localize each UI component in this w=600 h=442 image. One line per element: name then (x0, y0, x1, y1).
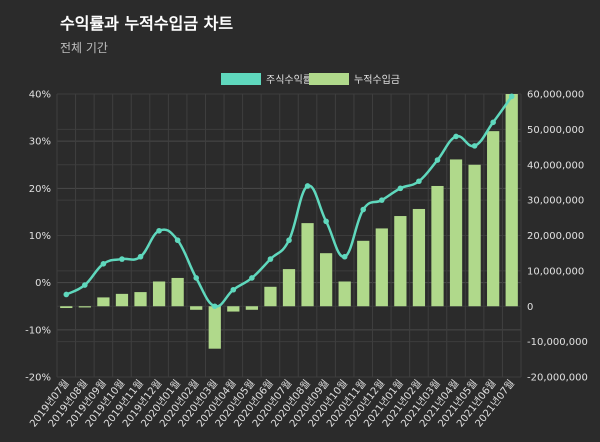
bar (487, 131, 500, 307)
bar (301, 223, 314, 307)
y-tick-right: -20,000,000 (527, 373, 588, 384)
legend-label: 누적수입금 (354, 73, 400, 86)
line-point (267, 256, 274, 262)
bar (282, 269, 296, 307)
line-point (360, 206, 367, 213)
bar (208, 306, 221, 349)
line-point (508, 93, 515, 100)
y-tick-right: -10,000,000 (527, 337, 588, 348)
y-tick-right: 0 (527, 302, 533, 313)
line-point (453, 133, 459, 140)
bar-series (60, 94, 518, 349)
bar (375, 228, 388, 307)
line-point (249, 275, 255, 281)
bar (394, 216, 407, 307)
line-point (490, 119, 496, 126)
y-axis-left: 40% 30% 20% 10% 0% -10% -20% (25, 90, 51, 384)
bar (357, 240, 370, 307)
bar (319, 253, 333, 307)
line-point (174, 237, 181, 244)
line-point (82, 282, 88, 288)
line-point (63, 291, 70, 298)
bar (97, 297, 110, 307)
bar (227, 306, 240, 312)
line-point (286, 237, 292, 244)
y-axis-right: 60,000,000 50,000,000 40,000,000 30,000,000… (527, 90, 588, 384)
legend-swatch (221, 73, 261, 85)
bar (468, 164, 481, 307)
bar (338, 281, 351, 307)
line-point (193, 275, 199, 281)
bar (171, 277, 184, 307)
line-point (397, 185, 404, 192)
legend-swatch (309, 73, 349, 85)
bar (78, 306, 91, 308)
line-point (304, 183, 311, 189)
bar (115, 293, 129, 307)
bar (152, 281, 166, 307)
line-point (211, 303, 218, 310)
line-point (341, 253, 348, 260)
bar (449, 159, 463, 307)
bar (134, 292, 147, 307)
bar (190, 306, 203, 310)
chart-subtitle: 전체 기간 (60, 41, 108, 55)
y-tick-right: 30,000,000 (527, 196, 584, 207)
y-tick-left: -10% (25, 325, 51, 336)
line-point (137, 253, 144, 260)
line-point (156, 227, 162, 234)
y-tick-left: 40% (29, 90, 51, 101)
y-tick-right: 40,000,000 (527, 160, 584, 171)
y-tick-left: -20% (25, 373, 51, 384)
bar (60, 306, 73, 309)
y-tick-right: 50,000,000 (527, 125, 584, 136)
line-point (100, 261, 107, 267)
y-tick-left: 30% (29, 137, 51, 148)
bar (412, 208, 426, 307)
line-point (434, 157, 441, 163)
y-tick-left: 20% (29, 184, 51, 195)
line-point (323, 218, 329, 225)
line-series (63, 93, 515, 310)
bar (431, 185, 444, 307)
y-tick-right: 60,000,000 (527, 90, 584, 101)
line-point (379, 197, 385, 203)
bar (245, 306, 259, 310)
line-point (119, 256, 125, 262)
y-tick-right: 20,000,000 (527, 231, 584, 242)
legend: 주식수익률 누적수입금 (221, 73, 400, 86)
line-point (471, 143, 478, 149)
line-point (230, 286, 237, 293)
y-tick-left: 0% (35, 278, 51, 289)
line-point (416, 178, 422, 185)
x-axis: 2019년07월2019년08월2019년09월2019년10월2019년11월… (27, 377, 517, 429)
legend-label: 주식수익률 (266, 74, 312, 86)
bar (505, 94, 518, 307)
y-tick-right: 10,000,000 (527, 266, 584, 277)
bar (264, 286, 277, 307)
chart-title: 수익률과 누적수입금 차트 (60, 14, 234, 33)
y-tick-left: 10% (29, 231, 51, 242)
